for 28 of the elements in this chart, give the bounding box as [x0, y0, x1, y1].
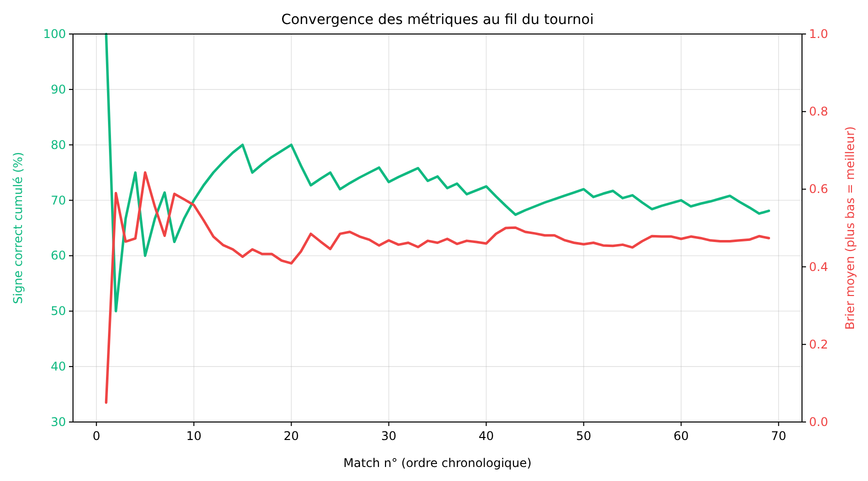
y-axis-title: Signe correct cumulé (%): [11, 152, 25, 304]
x-axis-title: Match n° (ordre chronologique): [343, 456, 532, 470]
y-tick-label: 40: [50, 360, 66, 374]
x-tick-label: 20: [284, 429, 299, 443]
y2-tick-label: 0.8: [809, 104, 828, 119]
x-tick-label: 30: [381, 429, 396, 443]
y-tick-label: 70: [50, 193, 66, 208]
y-tick-label: 30: [50, 415, 66, 429]
y2-tick-label: 0.6: [809, 182, 828, 196]
x-tick-label: 40: [478, 429, 494, 443]
line-series: [104, 32, 770, 312]
y2-tick-label: 1.0: [809, 27, 828, 41]
y-tick-label: 50: [50, 304, 66, 318]
x-tick-label: 70: [770, 429, 786, 443]
y-tick-label: 100: [43, 27, 66, 41]
y-tick-label: 80: [50, 138, 66, 152]
chart-title: Convergence des métriques au fil du tournoi: [281, 12, 594, 28]
line-series: [104, 171, 770, 404]
x-tick-label: 50: [576, 429, 592, 443]
x-tick-label: 10: [186, 429, 202, 443]
x-tick-label: 0: [92, 429, 100, 443]
y2-tick-label: 0.0: [809, 415, 828, 429]
x-tick-label: 60: [674, 429, 689, 443]
y2-tick-label: 0.2: [809, 337, 828, 352]
y2-tick-label: 0.4: [809, 260, 828, 274]
y2-axis-title: Brier moyen (plus bas = meilleur): [843, 126, 857, 330]
y-tick-label: 60: [50, 248, 66, 263]
y-tick-label: 90: [50, 82, 66, 96]
